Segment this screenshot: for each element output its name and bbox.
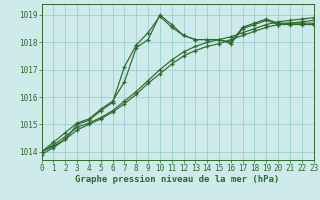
X-axis label: Graphe pression niveau de la mer (hPa): Graphe pression niveau de la mer (hPa) <box>76 175 280 184</box>
